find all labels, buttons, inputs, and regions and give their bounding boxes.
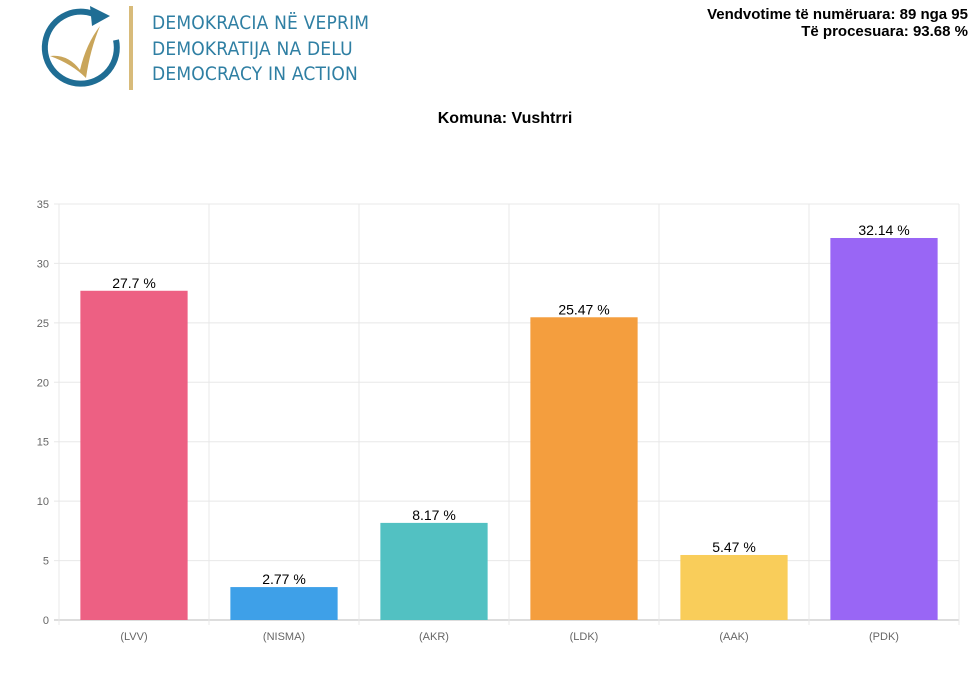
bar-nisma	[230, 587, 338, 620]
y-tick-label: 5	[43, 556, 49, 568]
logo-text-english: DEMOCRACY IN ACTION	[152, 63, 359, 85]
x-tick-label: (LVV)	[120, 631, 147, 643]
stats: Vendvotime të numëruara: 89 nga 95 Të pr…	[707, 6, 968, 40]
logo-text-albanian: DEMOKRACIA NË VEPRIM	[152, 12, 370, 34]
logo-text-serbian: DEMOKRATIJA NA DELU	[152, 38, 353, 60]
stations-counted: Vendvotime të numëruara: 89 nga 95	[707, 6, 968, 23]
bar-aak	[680, 554, 788, 620]
x-tick-label: (NISMA)	[263, 631, 305, 643]
y-tick-label: 0	[43, 615, 49, 627]
data-label: 2.77 %	[262, 571, 306, 587]
chart-title: Komuna: Vushtrri	[437, 110, 573, 127]
bar-lvv	[80, 290, 188, 620]
x-tick-label: (AAK)	[719, 631, 748, 643]
data-label: 5.47 %	[712, 539, 756, 555]
y-tick-label: 35	[37, 199, 49, 211]
logo	[41, 6, 133, 90]
data-label: 25.47 %	[558, 301, 609, 317]
data-label: 27.7 %	[112, 275, 156, 291]
y-tick-label: 30	[37, 258, 49, 270]
bar-pdk	[830, 237, 938, 620]
x-tick-label: (PDK)	[869, 631, 899, 643]
y-tick-label: 10	[37, 496, 49, 508]
y-tick-label: 20	[37, 377, 49, 389]
bar-akr	[380, 522, 488, 620]
bar-ldk	[530, 317, 638, 620]
processed-percent: Të procesuara: 93.68 %	[801, 23, 968, 40]
data-label: 32.14 %	[858, 222, 909, 238]
y-tick-label: 25	[37, 318, 49, 330]
data-label: 8.17 %	[412, 507, 456, 523]
x-tick-label: (LDK)	[570, 631, 599, 643]
x-tick-label: (AKR)	[419, 631, 449, 643]
y-tick-label: 15	[37, 437, 49, 449]
